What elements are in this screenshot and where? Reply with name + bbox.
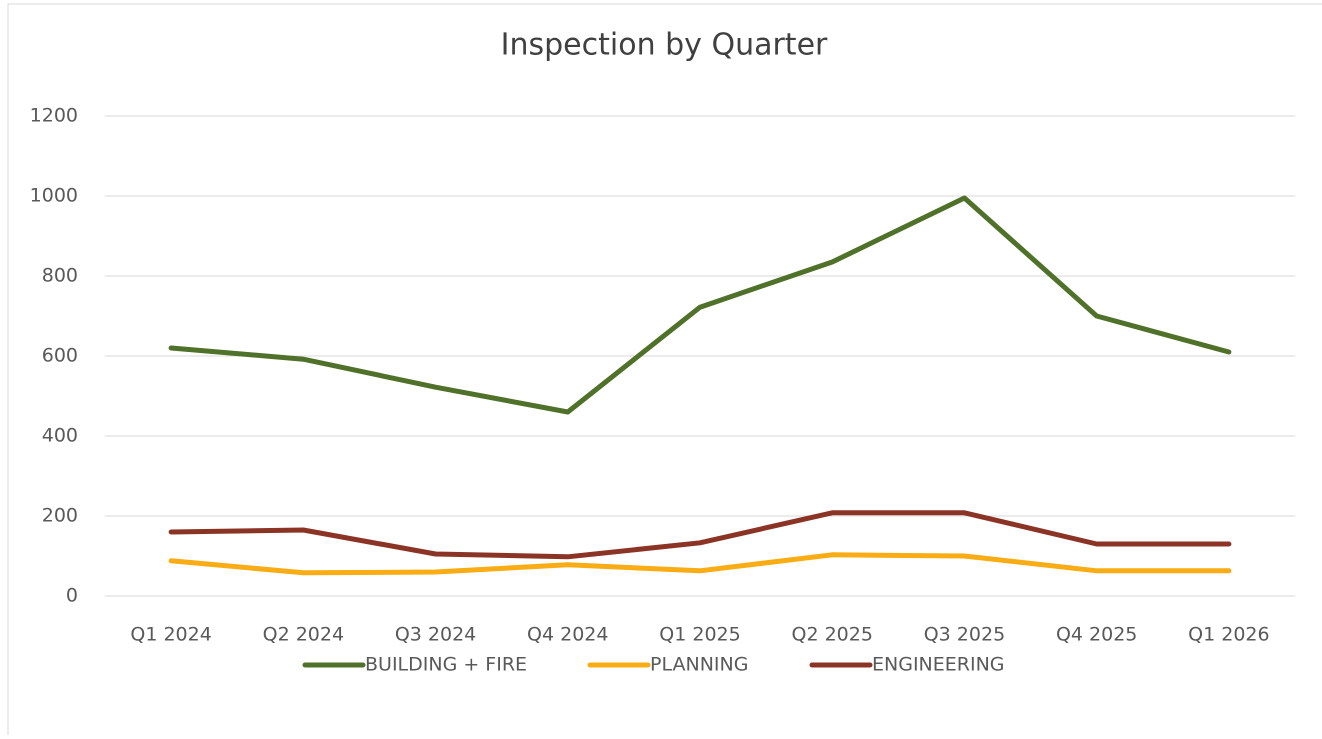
y-tick-label: 1200 [30,105,78,127]
x-tick-label: Q4 2025 [1056,624,1137,646]
y-tick-label: 400 [42,425,78,447]
chart-frame [7,3,1322,739]
legend-label: PLANNING [650,654,748,676]
x-tick-label: Q4 2024 [527,624,608,646]
line-series [168,510,1232,560]
y-tick-label: 0 [66,585,78,607]
legend-label: BUILDING + FIRE [365,654,527,676]
x-tick-label: Q3 2025 [924,624,1005,646]
x-tick-label: Q1 2024 [130,624,211,646]
line-series [168,195,1232,415]
x-tick-label: Q3 2024 [395,624,476,646]
x-tick-label: Q2 2024 [263,624,344,646]
chart-title: Inspection by Quarter [501,28,828,63]
line-series [168,552,1232,576]
y-tick-label: 1000 [30,185,78,207]
x-tick-label: Q2 2025 [792,624,873,646]
y-tick-label: 200 [42,505,78,527]
y-tick-label: 600 [42,345,78,367]
x-tick-label: Q1 2025 [659,624,740,646]
y-tick-label: 800 [42,265,78,287]
x-tick-label: Q1 2026 [1188,624,1269,646]
legend-label: ENGINEERING [872,654,1005,676]
